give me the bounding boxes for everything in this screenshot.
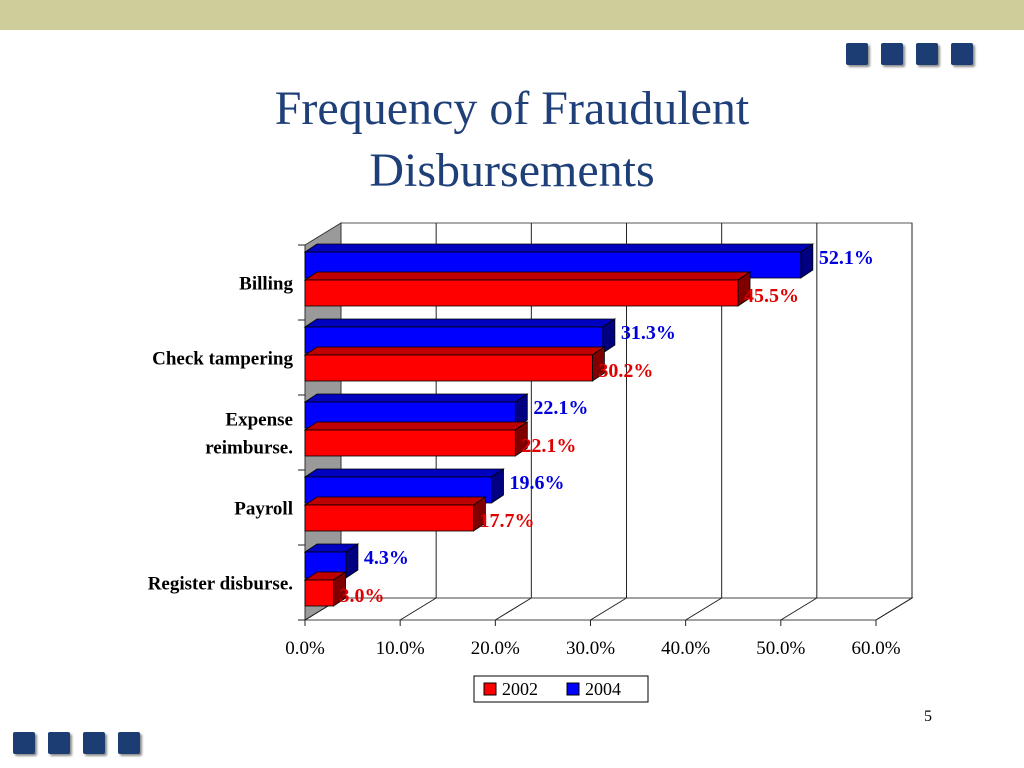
floor-gridline (399, 597, 437, 621)
decor-square (83, 732, 105, 754)
bar-2002 (304, 354, 593, 382)
top-band (0, 0, 1024, 30)
data-label-2002: 45.5% (744, 285, 799, 307)
decor-squares-top (846, 43, 973, 65)
decor-square (13, 732, 35, 754)
bar-2002-top (303, 271, 752, 281)
legend-swatch-2004 (566, 682, 580, 696)
legend-box (473, 675, 649, 703)
decor-square (846, 43, 868, 65)
bar-2002-top (303, 496, 487, 506)
bar-2002-top (303, 346, 606, 356)
category-label: Expense (225, 410, 293, 431)
data-label-2004: 31.3% (621, 322, 676, 344)
floor-gridline (590, 597, 627, 621)
bar-2002 (304, 579, 334, 607)
category-label: Billing (239, 274, 293, 295)
x-tick-label: 20.0% (471, 638, 520, 659)
x-tick-label: 60.0% (851, 638, 900, 659)
data-label-2002: 22.1% (521, 435, 576, 457)
bar-2002-top (303, 421, 529, 431)
floor-gridline (495, 597, 532, 621)
decor-squares-bottom (13, 732, 140, 754)
category-label: Check tampering (152, 349, 293, 370)
floor-gridline (780, 597, 818, 621)
title-line-2: Disbursements (369, 144, 655, 197)
data-label-2004: 52.1% (819, 247, 874, 269)
bar-2004-top (303, 393, 529, 403)
data-label-2002: 30.2% (598, 360, 653, 382)
slide-title: Frequency of Fraudulent Disbursements (0, 78, 1024, 202)
floor-gridline (685, 597, 722, 621)
x-tick-label: 30.0% (566, 638, 615, 659)
decor-square (916, 43, 938, 65)
legend-label-2004: 2004 (585, 679, 621, 699)
data-label-2004: 19.6% (510, 472, 565, 494)
title-line-1: Frequency of Fraudulent (274, 82, 750, 135)
decor-square (881, 43, 903, 65)
decor-square (118, 732, 140, 754)
x-tick-label: 40.0% (661, 638, 710, 659)
bar-2002 (304, 279, 739, 307)
decor-square (48, 732, 70, 754)
x-tick-label: 50.0% (756, 638, 805, 659)
bar-2002 (304, 504, 474, 532)
data-label-2002: 17.7% (479, 510, 534, 532)
category-label: Register disburse. (148, 574, 293, 595)
bar-2004-top (303, 243, 815, 253)
data-label-2002: 3.0% (340, 585, 385, 607)
x-tick-label: 0.0% (285, 638, 325, 659)
category-label: Payroll (234, 499, 293, 520)
floor-gridline (875, 597, 913, 621)
bar-2004-top (303, 468, 505, 478)
legend-swatch-2002 (483, 682, 497, 696)
category-label: reimburse. (205, 438, 293, 459)
decor-square (951, 43, 973, 65)
page-number: 5 (924, 708, 932, 725)
bar-2002 (304, 429, 516, 457)
x-tick-label: 10.0% (376, 638, 425, 659)
legend-label-2002: 2002 (502, 679, 538, 699)
data-label-2004: 22.1% (533, 397, 588, 419)
data-label-2004: 4.3% (364, 547, 409, 569)
bar-2004-top (303, 318, 617, 328)
